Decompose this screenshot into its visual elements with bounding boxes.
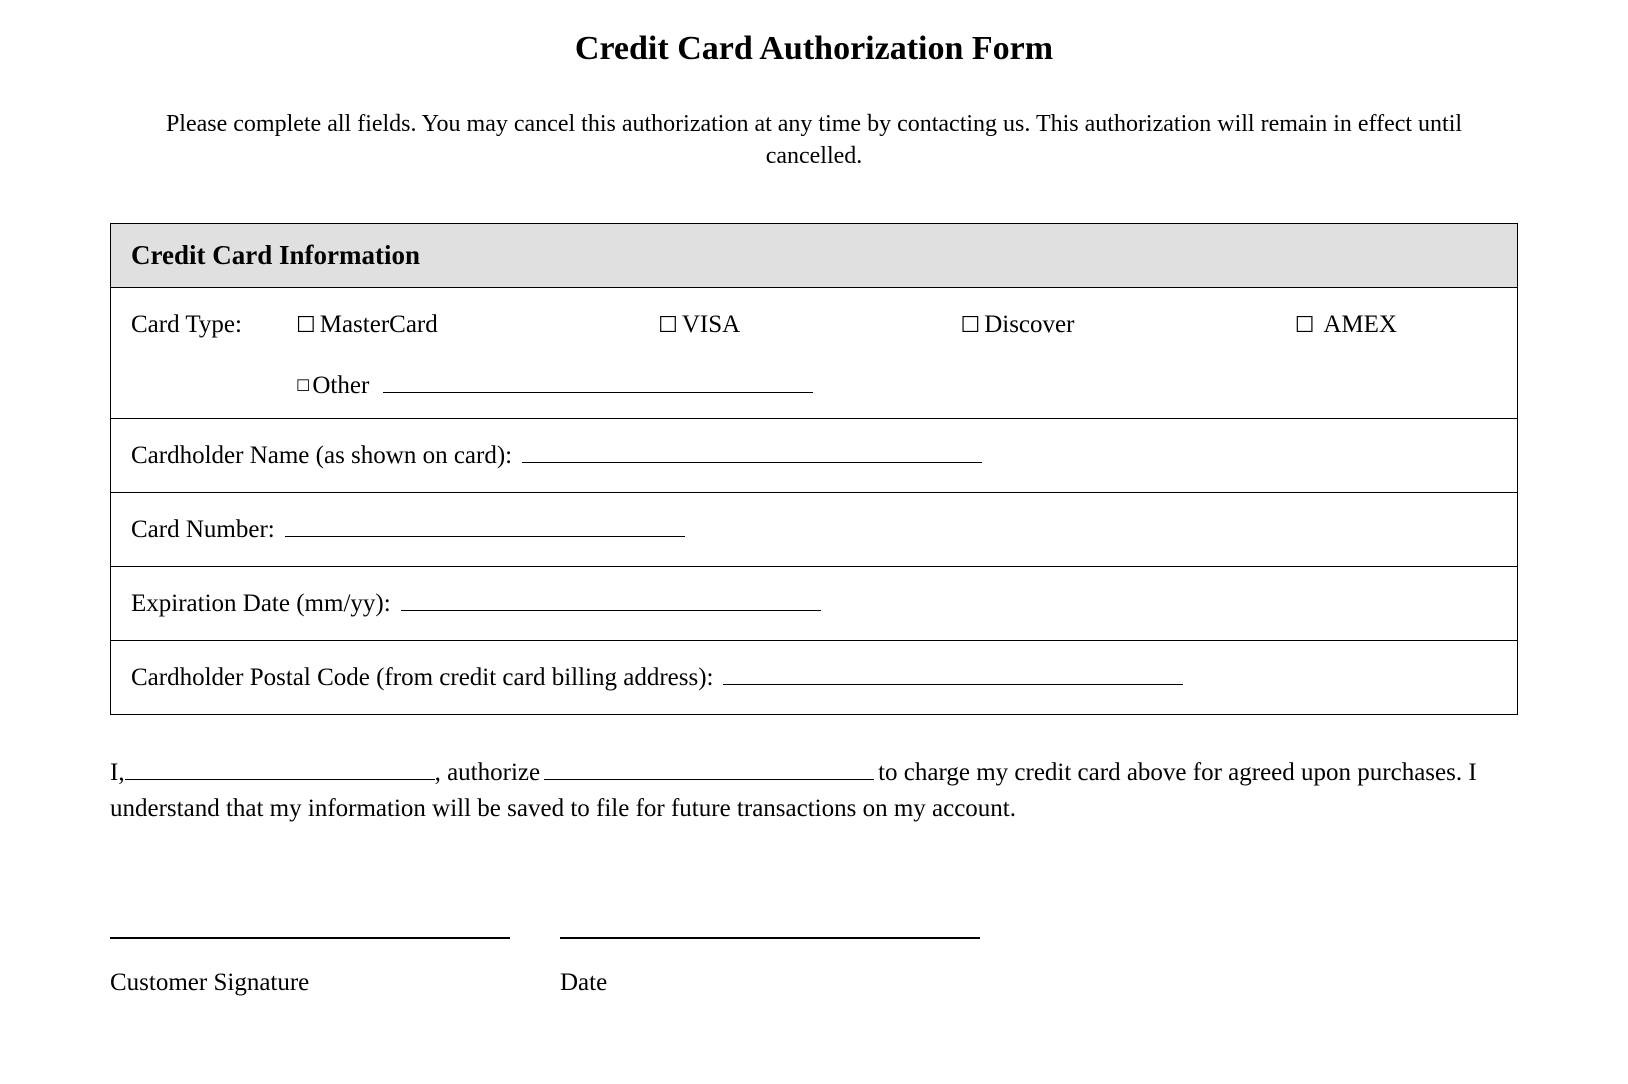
- checkbox-icon: ☐: [1295, 305, 1315, 345]
- card-number-label: Card Number:: [131, 507, 275, 552]
- auth-text-2: , authorize: [435, 759, 541, 786]
- card-number-input-line[interactable]: [285, 512, 685, 537]
- date-line[interactable]: [560, 937, 980, 939]
- section-header: Credit Card Information: [111, 224, 1517, 288]
- checkbox-icon: ☐: [960, 305, 980, 345]
- card-type-label: Card Type:: [131, 302, 296, 347]
- option-mastercard[interactable]: ☐MasterCard: [296, 302, 438, 347]
- postal-row: Cardholder Postal Code (from credit card…: [111, 641, 1517, 714]
- expiration-row: Expiration Date (mm/yy):: [111, 567, 1517, 641]
- postal-label: Cardholder Postal Code (from credit card…: [131, 655, 713, 700]
- checkbox-icon: ☐: [296, 305, 316, 345]
- checkbox-icon: ☐: [658, 305, 678, 345]
- credit-card-info-section: Credit Card Information Card Type: ☐Mast…: [110, 223, 1518, 715]
- auth-text-1: I,: [110, 759, 125, 786]
- intro-text: Please complete all fields. You may canc…: [110, 108, 1518, 173]
- checkbox-icon: ☐: [296, 373, 310, 402]
- option-amex[interactable]: ☐ AMEX: [1295, 302, 1397, 347]
- date-label: Date: [560, 969, 980, 997]
- expiration-label: Expiration Date (mm/yy):: [131, 581, 391, 626]
- card-number-row: Card Number:: [111, 493, 1517, 567]
- authorization-paragraph: I,, authorizeto charge my credit card ab…: [110, 755, 1518, 828]
- option-discover[interactable]: ☐Discover: [960, 302, 1074, 347]
- option-visa[interactable]: ☐VISA: [658, 302, 740, 347]
- cardholder-name-row: Cardholder Name (as shown on card):: [111, 419, 1517, 493]
- auth-merchant-input-line[interactable]: [544, 755, 874, 780]
- signature-row: Customer Signature Date: [110, 937, 1518, 997]
- option-other[interactable]: ☐Other: [296, 363, 369, 408]
- cardholder-name-input-line[interactable]: [522, 438, 982, 463]
- card-type-row: Card Type: ☐MasterCard ☐VISA ☐Discover ☐…: [111, 288, 1517, 419]
- customer-signature-label: Customer Signature: [110, 969, 510, 997]
- expiration-input-line[interactable]: [401, 586, 821, 611]
- page-title: Credit Card Authorization Form: [110, 30, 1518, 68]
- auth-name-input-line[interactable]: [125, 755, 435, 780]
- postal-input-line[interactable]: [723, 660, 1183, 685]
- other-input-line[interactable]: [383, 368, 813, 393]
- customer-signature-line[interactable]: [110, 937, 510, 939]
- date-block: Date: [560, 937, 980, 997]
- form-page: Credit Card Authorization Form Please co…: [0, 30, 1628, 997]
- customer-signature-block: Customer Signature: [110, 937, 510, 997]
- cardholder-name-label: Cardholder Name (as shown on card):: [131, 433, 512, 478]
